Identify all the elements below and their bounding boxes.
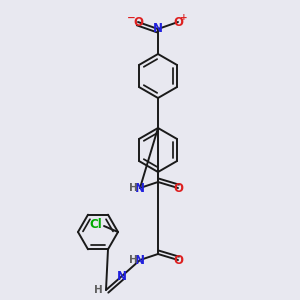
Text: N: N: [117, 269, 127, 283]
Text: O: O: [133, 16, 143, 28]
Text: Cl: Cl: [90, 218, 102, 232]
Text: O: O: [173, 182, 183, 194]
Text: H: H: [129, 183, 137, 193]
Text: N: N: [135, 254, 145, 266]
Text: N: N: [135, 182, 145, 194]
Text: N: N: [153, 22, 163, 35]
Text: +: +: [180, 14, 188, 22]
Text: O: O: [173, 16, 183, 28]
Text: H: H: [129, 255, 137, 265]
Text: −: −: [127, 13, 135, 23]
Text: H: H: [94, 285, 102, 295]
Text: O: O: [173, 254, 183, 266]
